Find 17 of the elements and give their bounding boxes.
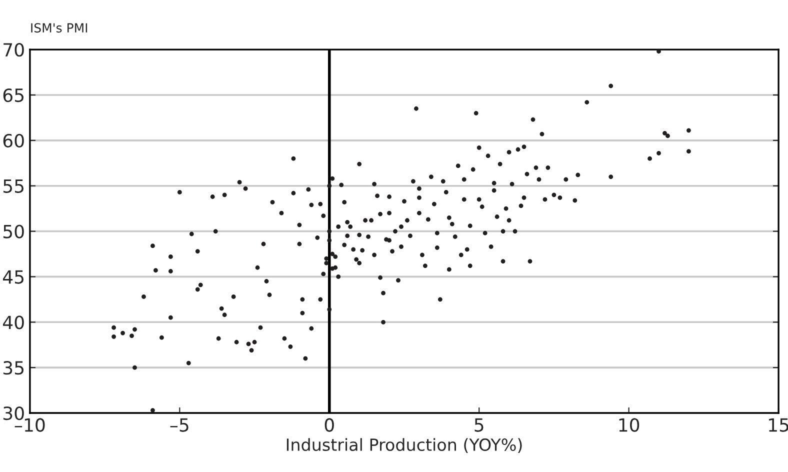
y-tick-label: 70 [4, 43, 24, 57]
y-tick-label: 45 [2, 270, 24, 284]
x-axis-title: Industrial Production (YOY%) [286, 438, 522, 453]
x-tick-label: –5 [170, 418, 188, 432]
y-tick-label: 35 [3, 361, 24, 375]
x-tick-label: 15 [769, 418, 788, 432]
y-tick-label: 50 [4, 224, 24, 238]
x-tick-label: 5 [474, 418, 484, 432]
y-axis-title: ISM's PMI [31, 23, 88, 33]
y-tick-label: 60 [3, 134, 24, 148]
y-tick-label: 65 [3, 88, 24, 102]
y-tick-label: 55 [4, 180, 24, 193]
y-tick-label: 40 [2, 316, 24, 330]
x-tick-label: 0 [324, 418, 334, 432]
y-tick-label: 30 [3, 406, 24, 420]
x-tick-label: –10 [14, 418, 45, 432]
x-tick-label: 10 [619, 418, 640, 432]
